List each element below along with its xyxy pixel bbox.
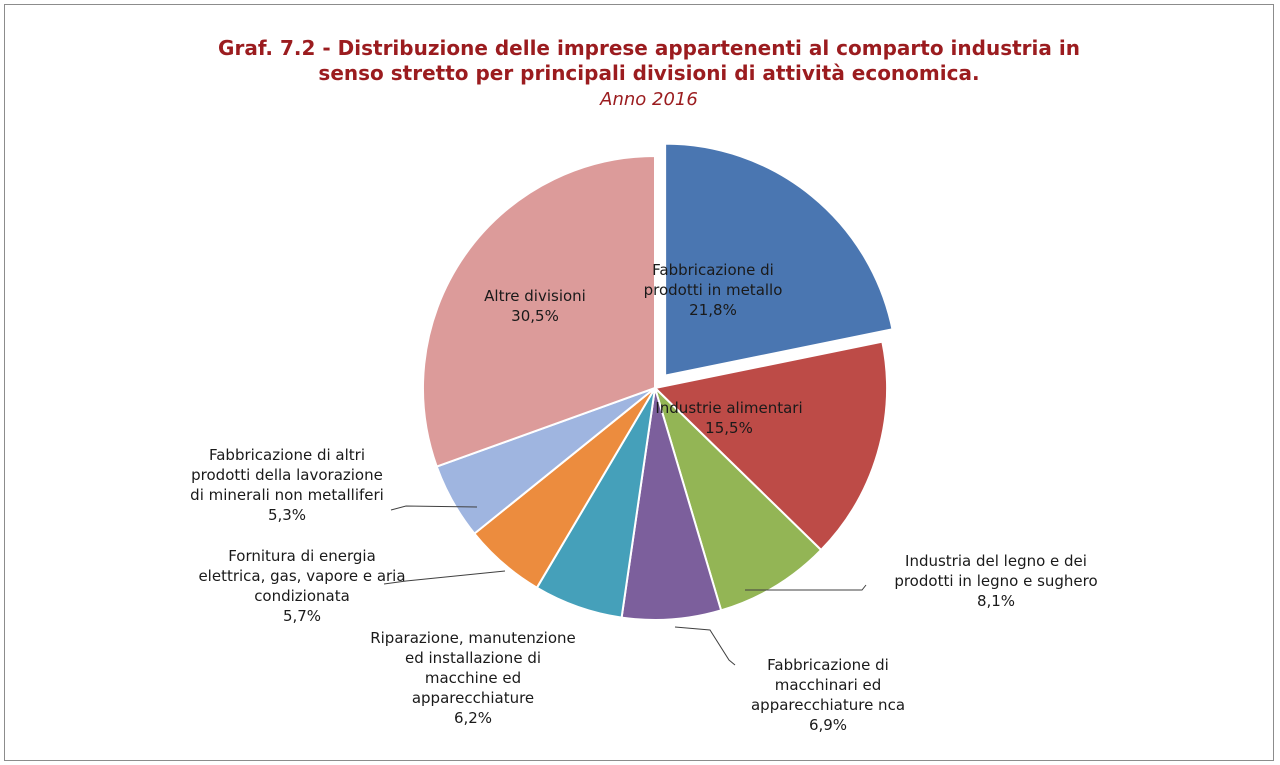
slice-value-label: 6,9% <box>809 716 847 734</box>
slice-value-label: 5,3% <box>268 506 306 524</box>
slice-value-label: 21,8% <box>689 301 737 319</box>
pie-slice-altre-divisioni <box>422 155 656 468</box>
slice-label-line: prodotti in metallo <box>644 281 783 299</box>
slice-label-fabbricazione-di-prodotti-in-metallo: Fabbricazione di prodotti in metallo 21,8% <box>644 261 783 319</box>
pie-chart: Graf. 7.2 - Distribuzione delle imprese … <box>190 36 1098 734</box>
slice-label-line: elettrica, gas, vapore e aria <box>198 567 405 585</box>
slice-label-line: Fabbricazione di <box>652 261 774 279</box>
pie-slices <box>422 142 894 621</box>
slice-label-line: Riparazione, manutenzione <box>370 629 576 647</box>
slice-label-line: apparecchiature nca <box>751 696 905 714</box>
pie-slice-industrie-alimentari <box>654 340 888 551</box>
slice-label-line: apparecchiature <box>412 689 534 707</box>
slice-label-line: prodotti in legno e sughero <box>894 572 1097 590</box>
chart-subtitle: Anno 2016 <box>599 89 698 110</box>
slice-label-line: Altre divisioni <box>484 287 586 305</box>
slice-label-line: di minerali non metalliferi <box>190 486 384 504</box>
slice-value-label: 6,2% <box>454 709 492 727</box>
pie-slice-fabbricazione-di-prodotti-in-metallo <box>664 142 894 377</box>
slice-value-label: 30,5% <box>511 307 559 325</box>
slice-label-line: macchine ed <box>425 669 521 687</box>
leader-line-industria-del-legno-e-dei-prodotti-in-le <box>745 584 867 591</box>
slice-labels: Fabbricazione di prodotti in metallo 21,8%… <box>190 261 1098 734</box>
slice-label-fornitura-di-energia-elettrica-gas-vapor: Fornitura di energia elettrica, gas, vapo… <box>198 547 405 625</box>
slice-label-line: prodotti della lavorazione <box>191 466 383 484</box>
slice-label-fabbricazione-di-macchinari-ed-apparecch: Fabbricazione di macchinari ed apparecchia… <box>751 656 905 734</box>
slice-label-line: Industrie alimentari <box>655 399 802 417</box>
slice-label-line: ed installazione di <box>405 649 541 667</box>
slice-label-riparazione-manutenzione-ed-installazion: Riparazione, manutenzione ed installazion… <box>370 629 576 727</box>
slice-value-label: 15,5% <box>705 419 753 437</box>
slice-label-industrie-alimentari: Industrie alimentari 15,5% <box>655 399 802 437</box>
slice-label-industria-del-legno-e-dei-prodotti-in-le: Industria del legno e dei prodotti in leg… <box>894 552 1097 610</box>
leader-line-fabbricazione-di-macchinari-ed-apparecch <box>674 626 736 666</box>
chart-title-line-2: senso stretto per principali divisioni d… <box>318 61 979 85</box>
leader-line-fornitura-di-energia-elettrica-gas-vapor <box>383 570 506 585</box>
slice-label-line: Fabbricazione di <box>767 656 889 674</box>
slice-label-line: Industria del legno e dei <box>905 552 1087 570</box>
leader-lines <box>383 505 867 666</box>
slice-label-altre-divisioni: Altre divisioni 30,5% <box>484 287 586 325</box>
slice-label-line: condizionata <box>254 587 350 605</box>
slice-label-line: Fabbricazione di altri <box>209 446 365 464</box>
chart-frame: Graf. 7.2 - Distribuzione delle imprese … <box>4 4 1274 761</box>
slice-label-line: Fornitura di energia <box>228 547 376 565</box>
chart-title-line-1: Graf. 7.2 - Distribuzione delle imprese … <box>218 36 1080 60</box>
slice-value-label: 8,1% <box>977 592 1015 610</box>
leader-line-fabbricazione-di-altri-prodotti-della-la <box>390 505 478 511</box>
pie-slice-industria-del-legno-e-dei-prodotti-in-le <box>654 387 823 612</box>
slice-label-line: macchinari ed <box>775 676 882 694</box>
slice-label-fabbricazione-di-altri-prodotti-della-la: Fabbricazione di altri prodotti della lav… <box>190 446 384 524</box>
slice-value-label: 5,7% <box>283 607 321 625</box>
